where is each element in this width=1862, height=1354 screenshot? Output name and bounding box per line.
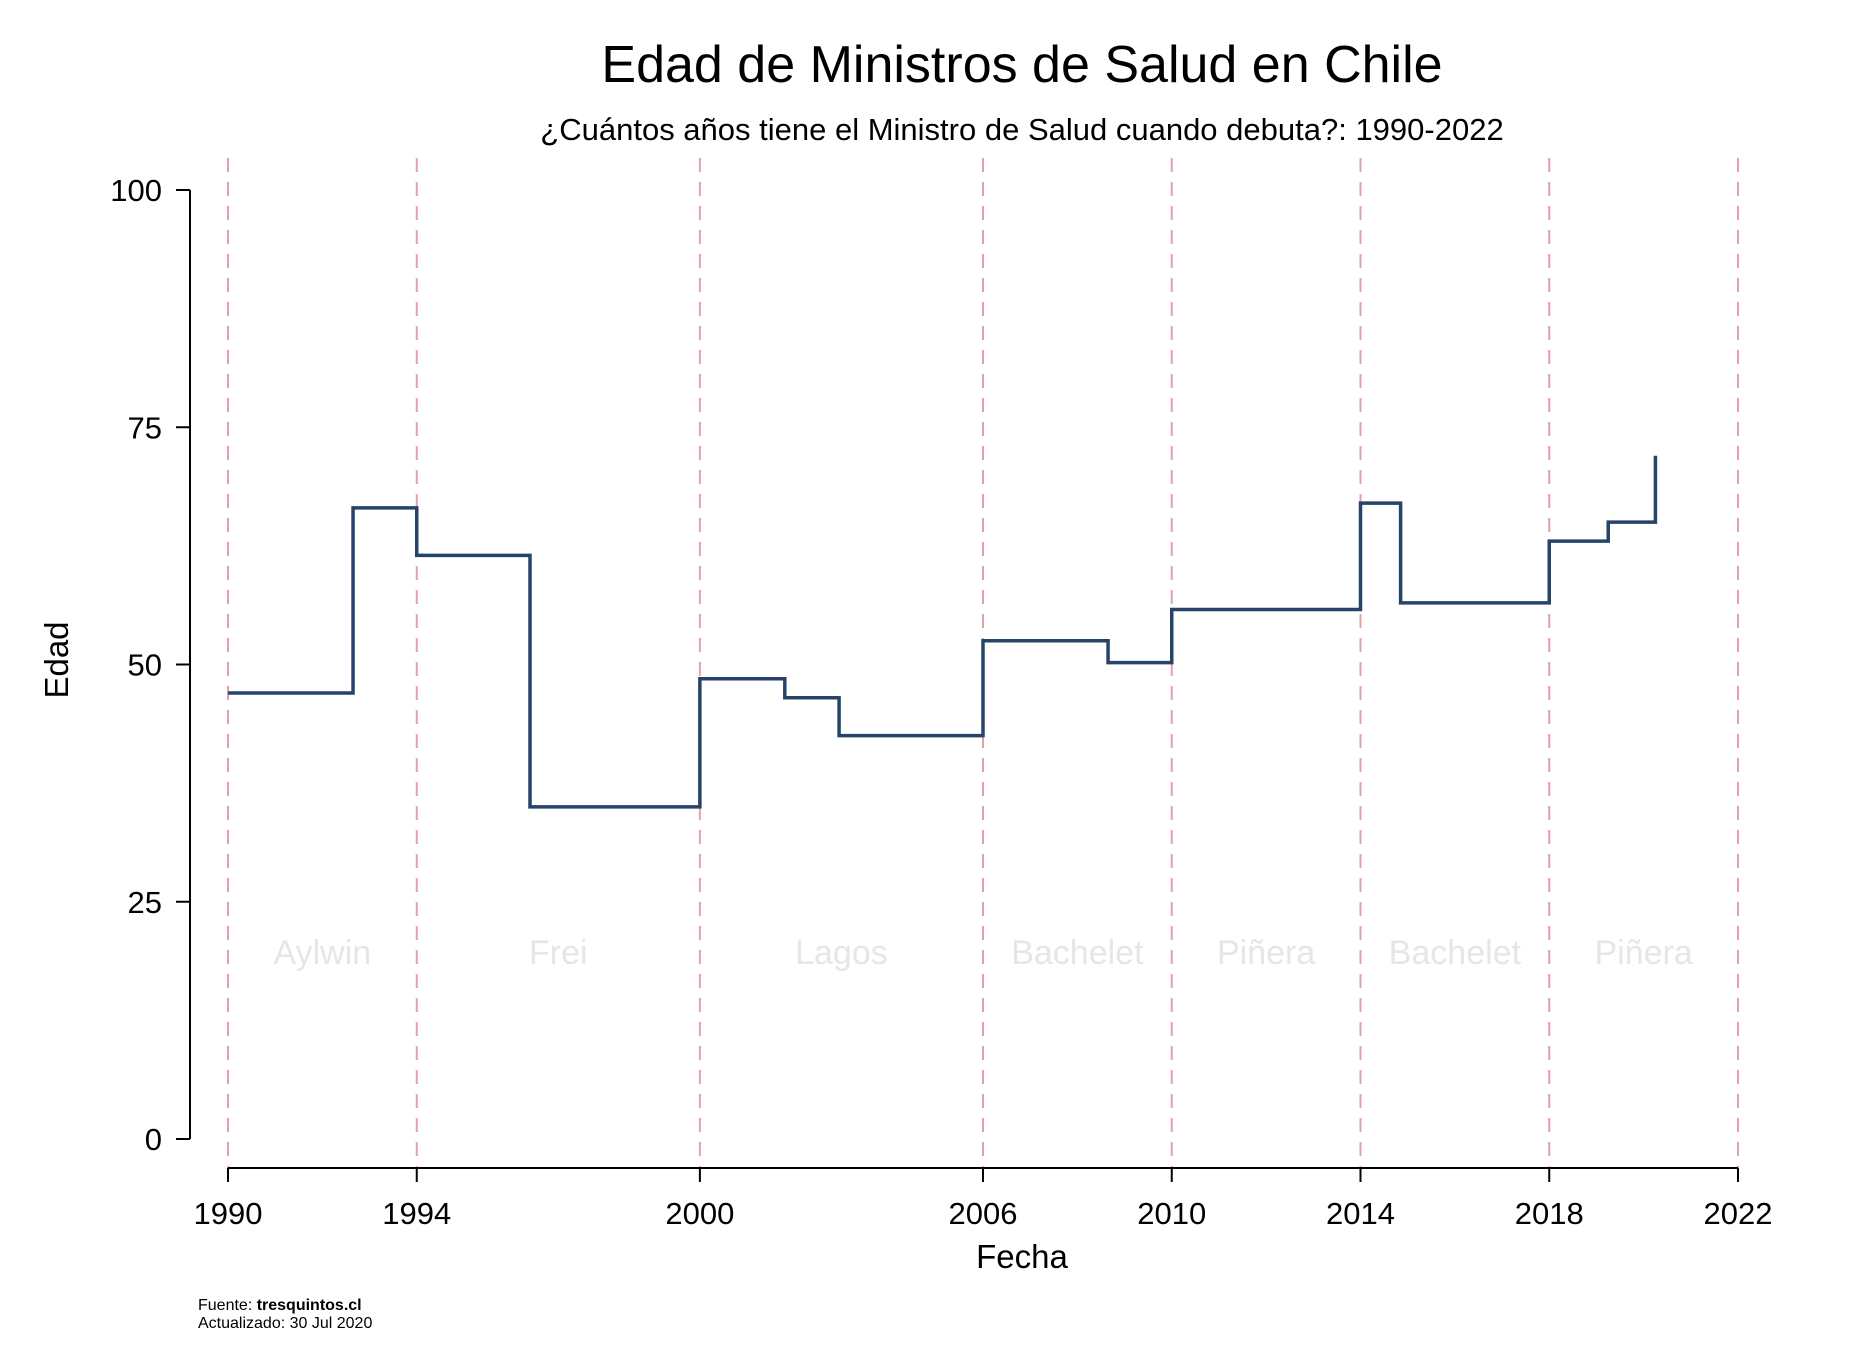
- series-line: [228, 455, 1658, 809]
- source-prefix: Fuente:: [198, 1297, 257, 1314]
- era-label: Frei: [529, 934, 588, 972]
- y-tick-label: 100: [110, 173, 162, 208]
- x-tick-label: 1994: [382, 1196, 451, 1231]
- chart-subtitle: ¿Cuántos años tiene el Ministro de Salud…: [540, 112, 1503, 147]
- x-axis-label: Fecha: [976, 1238, 1068, 1275]
- x-tick-label: 2000: [665, 1196, 734, 1231]
- era-labels: Aylwin Frei Lagos Bachelet Piñera Bachelet Piñ…: [274, 934, 1693, 972]
- era-label: Aylwin: [274, 934, 372, 972]
- updated-note: Actualizado: 30 Jul 2020: [198, 1315, 372, 1332]
- x-ticks: 1990 1994 2000 2006 2010 2014 2018 2022: [194, 1168, 1773, 1231]
- x-tick-label: 2018: [1515, 1196, 1584, 1231]
- y-tick-label: 50: [128, 648, 162, 683]
- x-tick-label: 1990: [194, 1196, 263, 1231]
- chart-title: Edad de Ministros de Salud en Chile: [601, 36, 1442, 94]
- y-tick-label: 75: [128, 410, 162, 445]
- era-label: Piñera: [1594, 934, 1692, 972]
- era-label: Bachelet: [1389, 934, 1522, 972]
- era-label: Bachelet: [1011, 934, 1144, 972]
- x-tick-label: 2010: [1137, 1196, 1206, 1231]
- source-note: Fuente: tresquintos.cl: [198, 1297, 362, 1314]
- y-tick-label: 25: [128, 885, 162, 920]
- y-tick-label: 0: [145, 1122, 162, 1157]
- x-tick-label: 2014: [1326, 1196, 1395, 1231]
- x-tick-label: 2006: [949, 1196, 1018, 1231]
- y-ticks: 0 25 50 75 100: [110, 173, 190, 1157]
- era-label: Lagos: [795, 934, 888, 972]
- era-label: Piñera: [1217, 934, 1315, 972]
- source-link: tresquintos.cl: [257, 1297, 362, 1314]
- y-axis-label: Edad: [38, 621, 75, 698]
- x-tick-label: 2022: [1704, 1196, 1773, 1231]
